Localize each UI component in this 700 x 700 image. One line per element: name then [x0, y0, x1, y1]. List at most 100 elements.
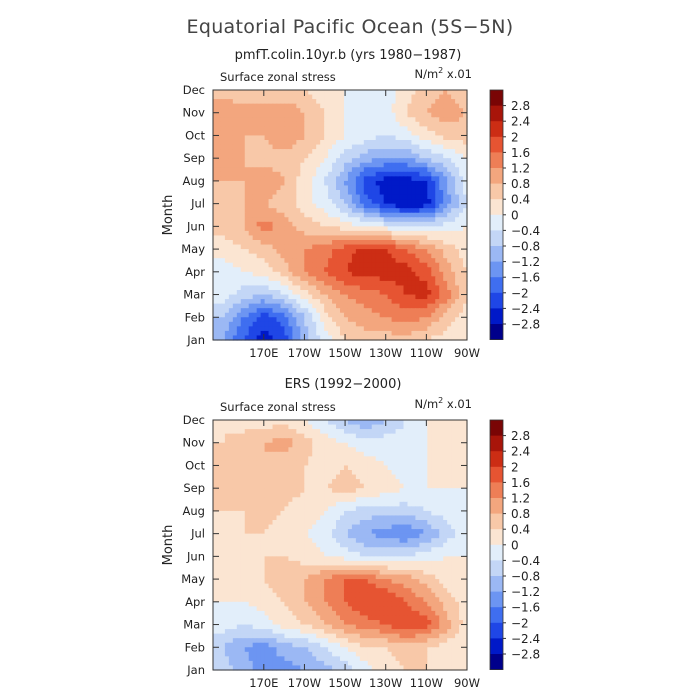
- contour-cell: [411, 203, 417, 209]
- contour-cell: [216, 294, 222, 300]
- contour-cell: [435, 149, 440, 155]
- contour-cell: [236, 474, 242, 480]
- contour-cell: [252, 167, 258, 173]
- contour-cell: [288, 121, 293, 127]
- contour-cell: [431, 303, 436, 309]
- contour-cell: [336, 276, 341, 282]
- contour-cell: [240, 126, 246, 132]
- contour-cell: [272, 460, 278, 467]
- contour-cell: [419, 290, 424, 296]
- contour-cell: [355, 312, 361, 318]
- contour-cell: [308, 90, 313, 96]
- contour-cell: [419, 112, 424, 118]
- contour-cell: [272, 171, 278, 177]
- contour-cell: [232, 162, 238, 168]
- contour-cell: [347, 317, 353, 323]
- contour-cell: [332, 488, 337, 494]
- contour-cell: [399, 158, 405, 164]
- contour-cell: [280, 94, 286, 100]
- contour-cell: [415, 208, 420, 214]
- contour-cell: [411, 162, 417, 168]
- contour-cell: [276, 488, 282, 494]
- contour-cell: [435, 167, 440, 173]
- contour-cell: [351, 240, 357, 246]
- contour-cell: [343, 158, 349, 164]
- contour-cell: [347, 121, 353, 127]
- contour-cell: [252, 176, 258, 182]
- contour-cell: [359, 474, 365, 480]
- contour-cell: [347, 267, 353, 273]
- contour-cell: [367, 335, 373, 341]
- contour-cell: [399, 212, 405, 218]
- contour-cell: [415, 108, 420, 114]
- contour-cell: [399, 497, 405, 503]
- contour-cell: [403, 230, 409, 237]
- contour-cell: [351, 258, 357, 264]
- contour-cell: [455, 140, 460, 146]
- contour-cell: [391, 230, 397, 237]
- contour-cell: [371, 203, 377, 209]
- contour-cell: [213, 312, 218, 318]
- contour-cell: [431, 190, 436, 196]
- contour-cell: [224, 108, 230, 114]
- contour-cell: [213, 465, 218, 471]
- contour-cell: [367, 420, 373, 426]
- contour-cell: [228, 121, 234, 127]
- contour-cell: [324, 271, 329, 277]
- contour-cell: [407, 470, 413, 476]
- contour-cell: [455, 135, 460, 141]
- contour-cell: [340, 176, 345, 182]
- contour-cell: [304, 497, 309, 503]
- contour-cell: [280, 194, 286, 200]
- contour-cell: [463, 280, 468, 287]
- contour-cell: [407, 429, 413, 435]
- contour-cell: [423, 321, 428, 327]
- contour-cell: [316, 321, 321, 327]
- contour-cell: [332, 497, 337, 503]
- contour-cell: [403, 217, 409, 223]
- contour-cell: [411, 130, 417, 137]
- contour-cell: [228, 212, 234, 218]
- contour-cell: [415, 510, 420, 517]
- contour-cell: [324, 299, 329, 305]
- contour-cell: [419, 497, 424, 503]
- contour-cell: [296, 208, 301, 214]
- contour-cell: [324, 456, 329, 462]
- contour-cell: [379, 429, 385, 435]
- contour-cell: [443, 108, 448, 114]
- contour-cell: [304, 321, 309, 327]
- contour-cell: [320, 153, 325, 159]
- contour-cell: [260, 330, 266, 337]
- contour-cell: [228, 117, 234, 123]
- contour-cell: [288, 240, 293, 246]
- contour-cell: [252, 185, 258, 191]
- contour-cell: [268, 117, 274, 123]
- contour-cell: [343, 474, 349, 480]
- panel-ers-field-label: Surface zonal stress: [220, 400, 336, 414]
- contour-cell: [347, 240, 353, 246]
- contour-cell: [244, 230, 250, 237]
- contour-cell: [447, 497, 452, 503]
- contour-cell: [268, 226, 274, 232]
- contour-cell: [407, 108, 413, 114]
- contour-cell: [336, 479, 341, 485]
- contour-cell: [312, 290, 317, 296]
- contour-cell: [371, 258, 377, 264]
- contour-cell: [399, 276, 405, 282]
- contour-cell: [455, 103, 460, 109]
- contour-cell: [443, 474, 448, 480]
- contour-cell: [332, 144, 337, 150]
- contour-cell: [411, 230, 417, 237]
- contour-cell: [308, 308, 313, 314]
- contour-cell: [292, 335, 297, 341]
- contour-cell: [387, 249, 393, 255]
- contour-cell: [439, 447, 444, 453]
- contour-cell: [244, 299, 250, 305]
- contour-cell: [443, 180, 448, 187]
- contour-cell: [431, 108, 436, 114]
- contour-cell: [455, 117, 460, 123]
- contour-cell: [220, 506, 226, 512]
- contour-cell: [328, 330, 333, 337]
- contour-cell: [280, 308, 286, 314]
- contour-cell: [328, 249, 333, 255]
